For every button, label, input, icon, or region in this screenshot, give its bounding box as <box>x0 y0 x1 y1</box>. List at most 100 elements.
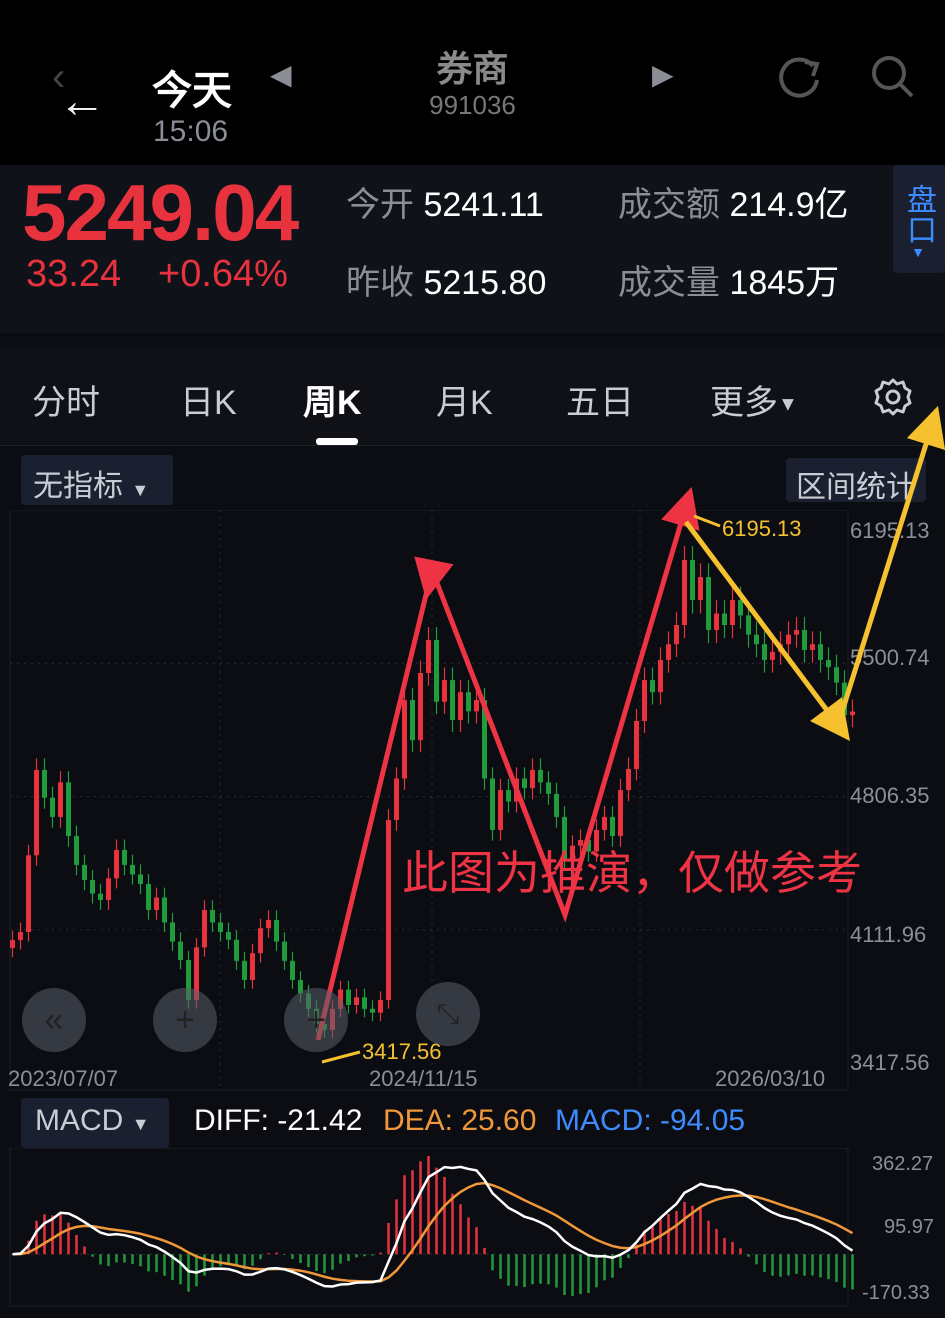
candle <box>666 644 671 660</box>
candle <box>194 947 199 1000</box>
dea-value: DEA: 25.60 <box>383 1104 537 1137</box>
candle <box>706 577 711 631</box>
y-tick: 6195.13 <box>850 518 930 543</box>
candle <box>242 960 247 981</box>
double-chevron-left-icon: « <box>44 1001 64 1039</box>
candle <box>722 613 727 626</box>
tab-intraday[interactable]: 分时 <box>32 384 100 422</box>
candle <box>506 790 511 802</box>
candle <box>802 630 807 650</box>
candle <box>618 790 623 837</box>
candle <box>690 559 695 601</box>
prev-close-value: 5215.80 <box>423 264 547 302</box>
candle <box>418 672 423 741</box>
macd-y-tick: -170.33 <box>862 1282 930 1304</box>
candle <box>42 769 47 798</box>
candle <box>202 909 207 948</box>
candle <box>210 909 215 923</box>
candle <box>458 692 463 721</box>
candle <box>610 816 615 837</box>
candle <box>738 600 743 616</box>
plus-icon: + <box>175 1001 195 1039</box>
tab-monthly-k[interactable]: 月K <box>436 384 493 422</box>
amount-label: 成交额 <box>618 186 720 224</box>
candle <box>226 932 231 940</box>
macd-select-label: MACD <box>35 1104 124 1137</box>
candle <box>386 819 391 1000</box>
candle <box>474 700 479 712</box>
candle <box>490 778 495 830</box>
macd-y-tick: 362.27 <box>872 1153 934 1175</box>
candle <box>58 782 63 817</box>
tab-daily-k[interactable]: 日K <box>180 384 237 422</box>
tab-more[interactable]: 更多▼ <box>710 375 798 424</box>
settings-gear-icon[interactable] <box>872 376 914 418</box>
candle <box>466 692 471 712</box>
candle <box>450 680 455 721</box>
expand-icon: ⤡ <box>436 998 460 1029</box>
candle <box>810 644 815 650</box>
stock-code: 991036 <box>429 90 516 120</box>
candle <box>130 864 135 875</box>
macd-value: MACD: -94.05 <box>555 1104 746 1137</box>
candle <box>354 997 359 1005</box>
candle <box>778 644 783 652</box>
y-tick: 5500.74 <box>850 645 930 670</box>
candle <box>218 922 223 933</box>
macd-select[interactable]: MACD ▼ <box>21 1098 169 1148</box>
candle <box>522 778 527 789</box>
candle <box>642 680 647 721</box>
candle <box>682 559 687 626</box>
candle <box>394 778 399 820</box>
refresh-icon[interactable] <box>775 52 823 100</box>
prev-close-label: 昨收 <box>346 264 414 302</box>
candle <box>234 939 239 961</box>
candle <box>362 997 367 1009</box>
chart-frame <box>9 510 849 1091</box>
candle <box>378 999 383 1013</box>
candle <box>410 700 415 741</box>
order-book-label: 盘口 <box>902 184 935 244</box>
range-stats-button[interactable]: 区间统计 <box>786 458 926 504</box>
diff-line <box>12 1165 854 1288</box>
back-arrow-icon[interactable]: ← <box>58 75 106 128</box>
candle <box>402 700 407 779</box>
candle <box>178 941 183 961</box>
candle <box>346 989 351 1005</box>
candle <box>786 634 791 645</box>
tab-more-label: 更多 <box>710 384 778 422</box>
tab-five-day[interactable]: 五日 <box>566 384 634 422</box>
candle <box>514 778 519 802</box>
macd-chart <box>9 1148 854 1307</box>
next-stock-icon[interactable]: ▶ <box>652 59 674 90</box>
indicator-select[interactable]: 无指标 ▼ <box>21 455 173 505</box>
candle <box>290 960 295 981</box>
candle <box>626 768 631 791</box>
candle <box>10 940 15 948</box>
prev-stock-icon[interactable]: ◀ <box>270 59 292 90</box>
search-icon[interactable] <box>868 52 916 100</box>
candle <box>146 884 151 910</box>
plus-icon: + <box>306 1001 326 1039</box>
zoom-out-button[interactable]: + <box>284 988 348 1052</box>
tab-weekly-k[interactable]: 周K <box>303 384 362 422</box>
candle <box>74 836 79 865</box>
candle <box>18 932 23 941</box>
dea-line <box>12 1181 854 1283</box>
candle <box>426 639 431 673</box>
candle <box>258 928 263 954</box>
candle <box>554 793 559 817</box>
y-tick: 4111.96 <box>850 922 927 947</box>
candle <box>650 680 655 693</box>
candle <box>794 630 799 635</box>
candle <box>154 897 159 910</box>
active-tab-indicator <box>316 438 358 445</box>
fullscreen-button[interactable]: ⤡ <box>416 982 480 1046</box>
candle <box>34 769 39 856</box>
scroll-start-button[interactable]: « <box>22 988 86 1052</box>
y-tick: 3417.56 <box>850 1050 930 1075</box>
zoom-in-button[interactable]: + <box>153 988 217 1052</box>
last-price: 5249.04 <box>22 168 299 257</box>
candle <box>746 615 751 635</box>
order-book-button[interactable]: 盘口▼ <box>893 165 945 273</box>
